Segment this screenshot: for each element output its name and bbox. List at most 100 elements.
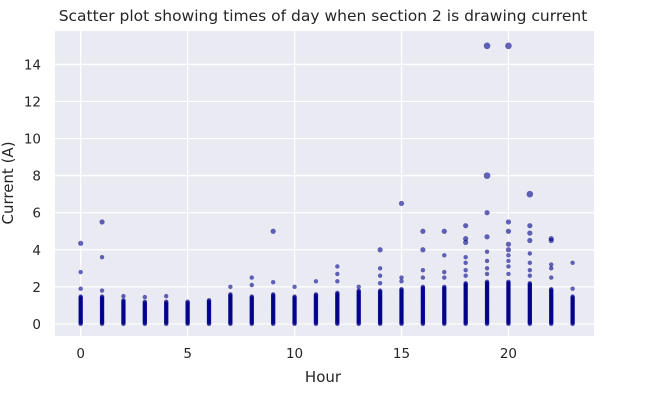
data-point: [570, 286, 575, 291]
data-point: [377, 273, 383, 278]
data-point: [78, 240, 84, 246]
data-points: [78, 42, 575, 327]
data-point: [185, 299, 190, 304]
x-tick-labels: 0 5 10 15 20: [76, 346, 517, 362]
data-point: [484, 271, 490, 277]
data-point: [526, 190, 534, 198]
y-tick-label: 14: [24, 57, 41, 73]
data-point: [527, 280, 533, 286]
data-point: [292, 294, 297, 299]
data-point: [420, 284, 426, 290]
data-point: [377, 266, 383, 271]
data-point: [420, 275, 426, 280]
data-point: [164, 299, 169, 304]
data-point: [442, 253, 447, 258]
data-point: [484, 279, 490, 284]
data-point: [121, 293, 126, 299]
data-point: [270, 280, 276, 285]
data-point: [292, 284, 297, 290]
data-point: [420, 267, 426, 273]
data-point: [527, 223, 533, 229]
data-point: [527, 273, 533, 278]
data-point: [270, 292, 276, 297]
data-point: [549, 262, 554, 267]
data-point: [505, 42, 512, 50]
data-point: [78, 286, 83, 291]
data-point: [506, 253, 511, 258]
data-point: [483, 42, 491, 50]
data-point: [142, 299, 148, 304]
data-point: [570, 294, 575, 299]
data-point: [377, 280, 383, 286]
data-point: [527, 267, 533, 273]
y-tick-label: 0: [32, 317, 41, 333]
data-point: [121, 298, 126, 303]
data-point: [506, 279, 511, 284]
data-point: [164, 293, 169, 299]
y-tick-label: 2: [32, 280, 41, 296]
data-point: [484, 258, 490, 264]
data-point: [463, 273, 468, 278]
data-point: [463, 223, 469, 229]
data-point: [463, 267, 468, 273]
data-point: [398, 200, 405, 207]
data-point: [420, 247, 426, 253]
data-point: [505, 241, 512, 247]
data-point: [505, 228, 512, 234]
data-point: [356, 284, 361, 290]
data-point: [249, 275, 254, 280]
data-point: [484, 266, 490, 271]
data-point: [570, 260, 575, 265]
data-point: [420, 228, 426, 234]
data-point: [99, 219, 105, 225]
y-tick-label: 10: [24, 132, 41, 148]
data-point: [249, 282, 254, 288]
data-point: [228, 284, 233, 290]
data-point: [505, 219, 512, 225]
data-point: [463, 239, 469, 245]
data-point: [549, 275, 554, 280]
x-tick-label: 15: [393, 346, 410, 362]
data-point: [506, 258, 511, 264]
data-point: [549, 286, 554, 292]
chart-title: Scatter plot showing times of day when s…: [59, 7, 588, 25]
data-point: [484, 249, 490, 254]
data-point: [313, 292, 319, 297]
data-point: [335, 279, 340, 284]
y-tick-label: 6: [32, 206, 41, 222]
data-point: [335, 264, 340, 269]
data-point: [78, 294, 83, 299]
data-point: [463, 236, 469, 242]
x-tick-label: 5: [183, 346, 192, 362]
data-point: [442, 284, 447, 290]
data-point: [399, 279, 404, 284]
data-point: [206, 298, 212, 303]
data-point: [463, 255, 468, 260]
data-point: [78, 269, 83, 275]
data-point: [99, 294, 105, 299]
x-tick-label: 20: [500, 346, 517, 362]
data-point: [142, 294, 148, 300]
data-point: [313, 279, 319, 284]
data-point: [441, 228, 447, 234]
data-point: [377, 288, 383, 293]
data-point: [548, 237, 554, 244]
data-point: [484, 234, 490, 240]
y-tick-label: 4: [32, 243, 41, 259]
data-point: [549, 266, 554, 271]
data-point: [527, 251, 533, 256]
data-point: [99, 288, 105, 293]
data-point: [228, 292, 233, 297]
y-tick-label: 12: [24, 94, 41, 110]
x-axis-label: Hour: [305, 368, 342, 386]
data-point: [527, 260, 533, 265]
data-point: [463, 260, 468, 265]
plot-area: [55, 31, 594, 336]
data-point: [527, 237, 533, 244]
data-point: [377, 247, 383, 253]
y-tick-labels: 0 2 4 6 8 10 12 14: [24, 57, 41, 333]
data-point: [442, 275, 447, 280]
data-point: [506, 271, 511, 277]
